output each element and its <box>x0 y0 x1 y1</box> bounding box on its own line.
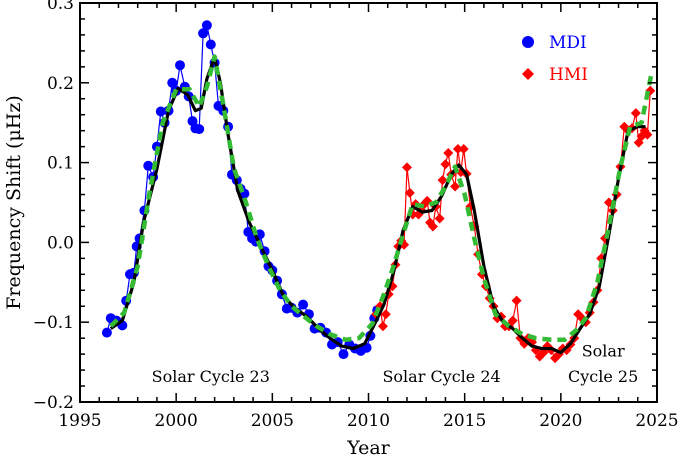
mdi-point <box>143 160 154 171</box>
legend-mdi-label: MDI <box>549 33 587 53</box>
mdi-point <box>298 299 309 310</box>
legend-mdi-marker <box>522 36 534 48</box>
hmi-point <box>630 108 641 119</box>
x-tick-label: 2005 <box>251 411 294 431</box>
cycle-annotation: Cycle 25 <box>568 367 638 386</box>
hmi-point <box>401 162 412 173</box>
mdi-point <box>205 39 216 50</box>
y-tick-label: 0.0 <box>47 233 74 253</box>
hmi-point <box>437 175 448 186</box>
mdi-point <box>198 28 209 39</box>
legend: MDI HMI <box>522 33 588 85</box>
hmi-point <box>377 321 388 332</box>
legend-hmi-label: HMI <box>549 65 588 85</box>
x-tick-label: 2000 <box>155 411 198 431</box>
hmi-point <box>642 129 653 140</box>
mdi-point <box>175 60 185 71</box>
x-tick-label: 2025 <box>635 411 678 431</box>
hmi-point <box>404 187 415 198</box>
hmi-point <box>443 148 454 159</box>
legend-hmi-marker <box>522 68 534 80</box>
mdi-point <box>201 20 212 31</box>
x-tick-label: 1995 <box>58 411 101 431</box>
y-tick-label: −0.2 <box>33 393 74 413</box>
mdi-point <box>167 77 178 88</box>
hmi-point <box>427 221 438 232</box>
y-tick-label: 0.3 <box>47 0 74 14</box>
cycle-annotation: Solar Cycle 23 <box>152 367 270 386</box>
hmi-point <box>450 181 461 192</box>
x-tick-label: 2015 <box>443 411 486 431</box>
y-tick-label: −0.1 <box>33 313 74 333</box>
mdi-point <box>155 106 166 117</box>
x-tick-label: 2020 <box>539 411 582 431</box>
model-dashed-line <box>109 54 654 343</box>
y-tick-label: 0.1 <box>47 154 74 174</box>
axis-ticks: 1995 2000 2005 2010 2015 2020 2025 −0.2 −0.1 0.0 0… <box>33 0 679 431</box>
y-axis-label: Frequency Shift (μHz) <box>3 95 25 310</box>
mdi-point <box>194 124 205 135</box>
series-layer <box>101 20 656 364</box>
y-tick-label: 0.2 <box>47 74 74 94</box>
mdi-point <box>101 327 112 338</box>
x-tick-label: 2010 <box>347 411 390 431</box>
hmi-point <box>507 315 518 326</box>
mdi-point <box>338 349 349 360</box>
annotations: Solar Cycle 23 Solar Cycle 24 Solar Cycle 2… <box>152 342 639 387</box>
x-axis-label: Year <box>346 437 390 458</box>
hmi-point <box>440 159 451 170</box>
hmi-point <box>452 144 463 155</box>
hmi-point <box>458 144 469 155</box>
cycle-annotation: Solar Cycle 24 <box>382 367 500 386</box>
hmi-point <box>511 295 522 306</box>
cycle-annotation: Solar <box>582 342 625 361</box>
hmi-point <box>434 213 445 224</box>
hmi-point <box>380 309 391 320</box>
